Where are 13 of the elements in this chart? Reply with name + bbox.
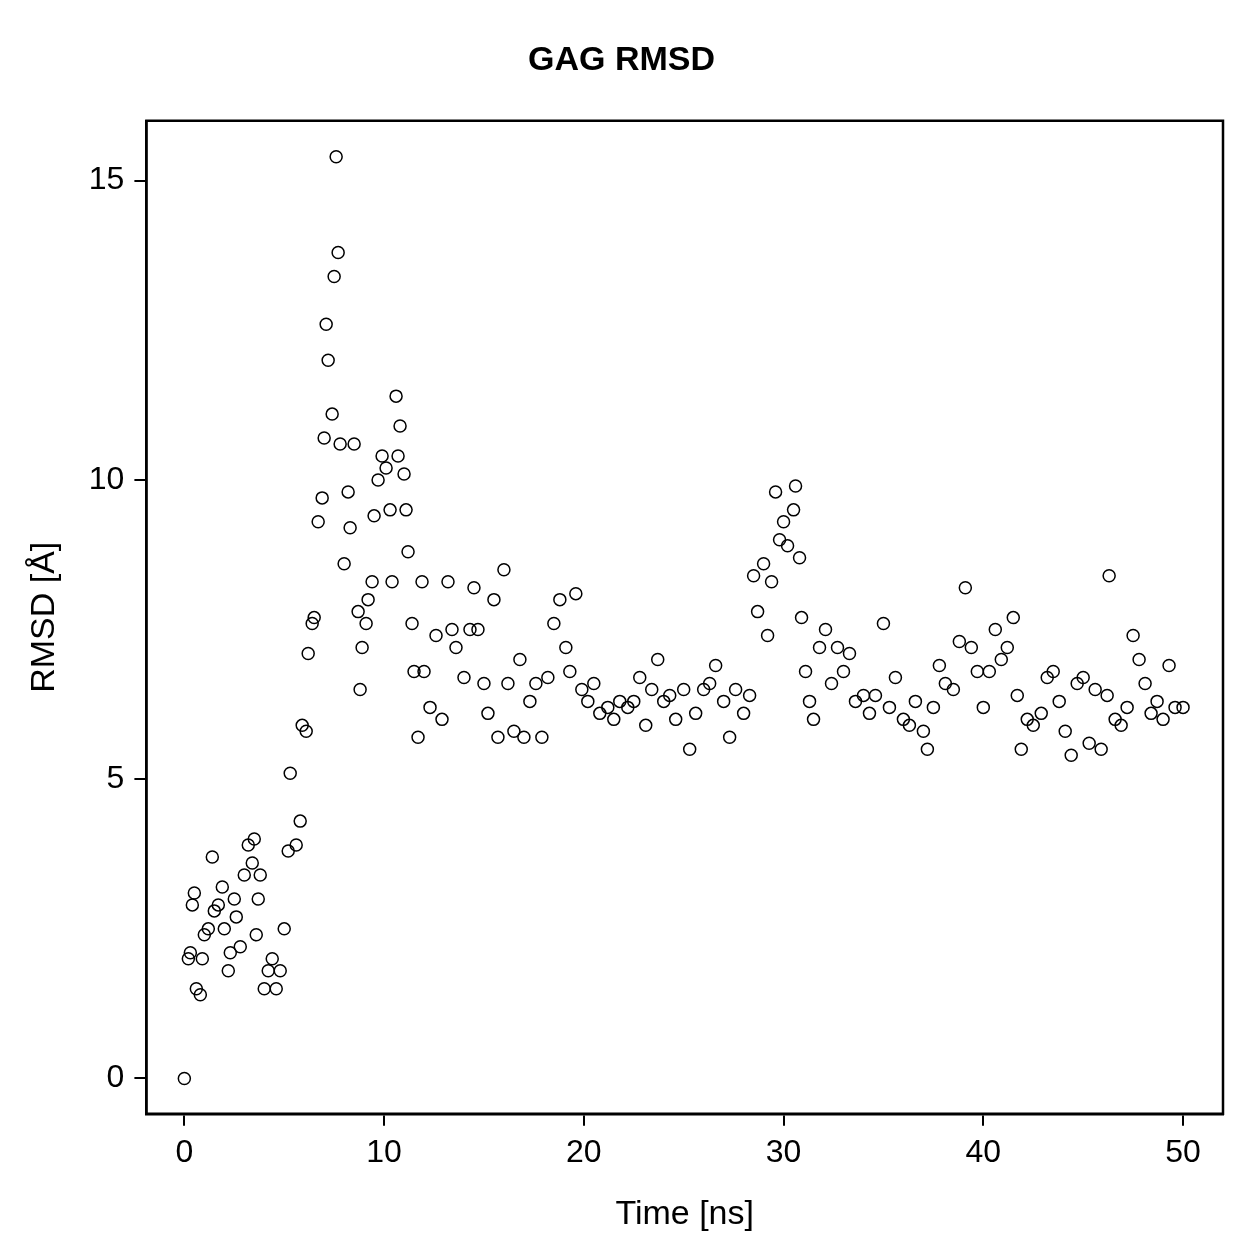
x-tick-label: 30: [765, 1132, 802, 1169]
y-tick-label: 5: [106, 759, 125, 796]
x-tick-label: 0: [175, 1132, 194, 1169]
x-axis-title: Time [ns]: [615, 1192, 754, 1231]
x-tick-label: 10: [366, 1132, 402, 1169]
x-tick-label: 40: [965, 1132, 1002, 1169]
chart-title: GAG RMSD: [528, 38, 715, 77]
y-tick-label: 15: [88, 160, 125, 197]
y-tick-label: 10: [88, 459, 125, 496]
y-tick-label: 0: [106, 1058, 125, 1095]
y-axis-title: RMSD [Å]: [22, 541, 61, 693]
x-tick-label: 20: [566, 1132, 602, 1169]
x-tick-label: 50: [1165, 1132, 1201, 1169]
